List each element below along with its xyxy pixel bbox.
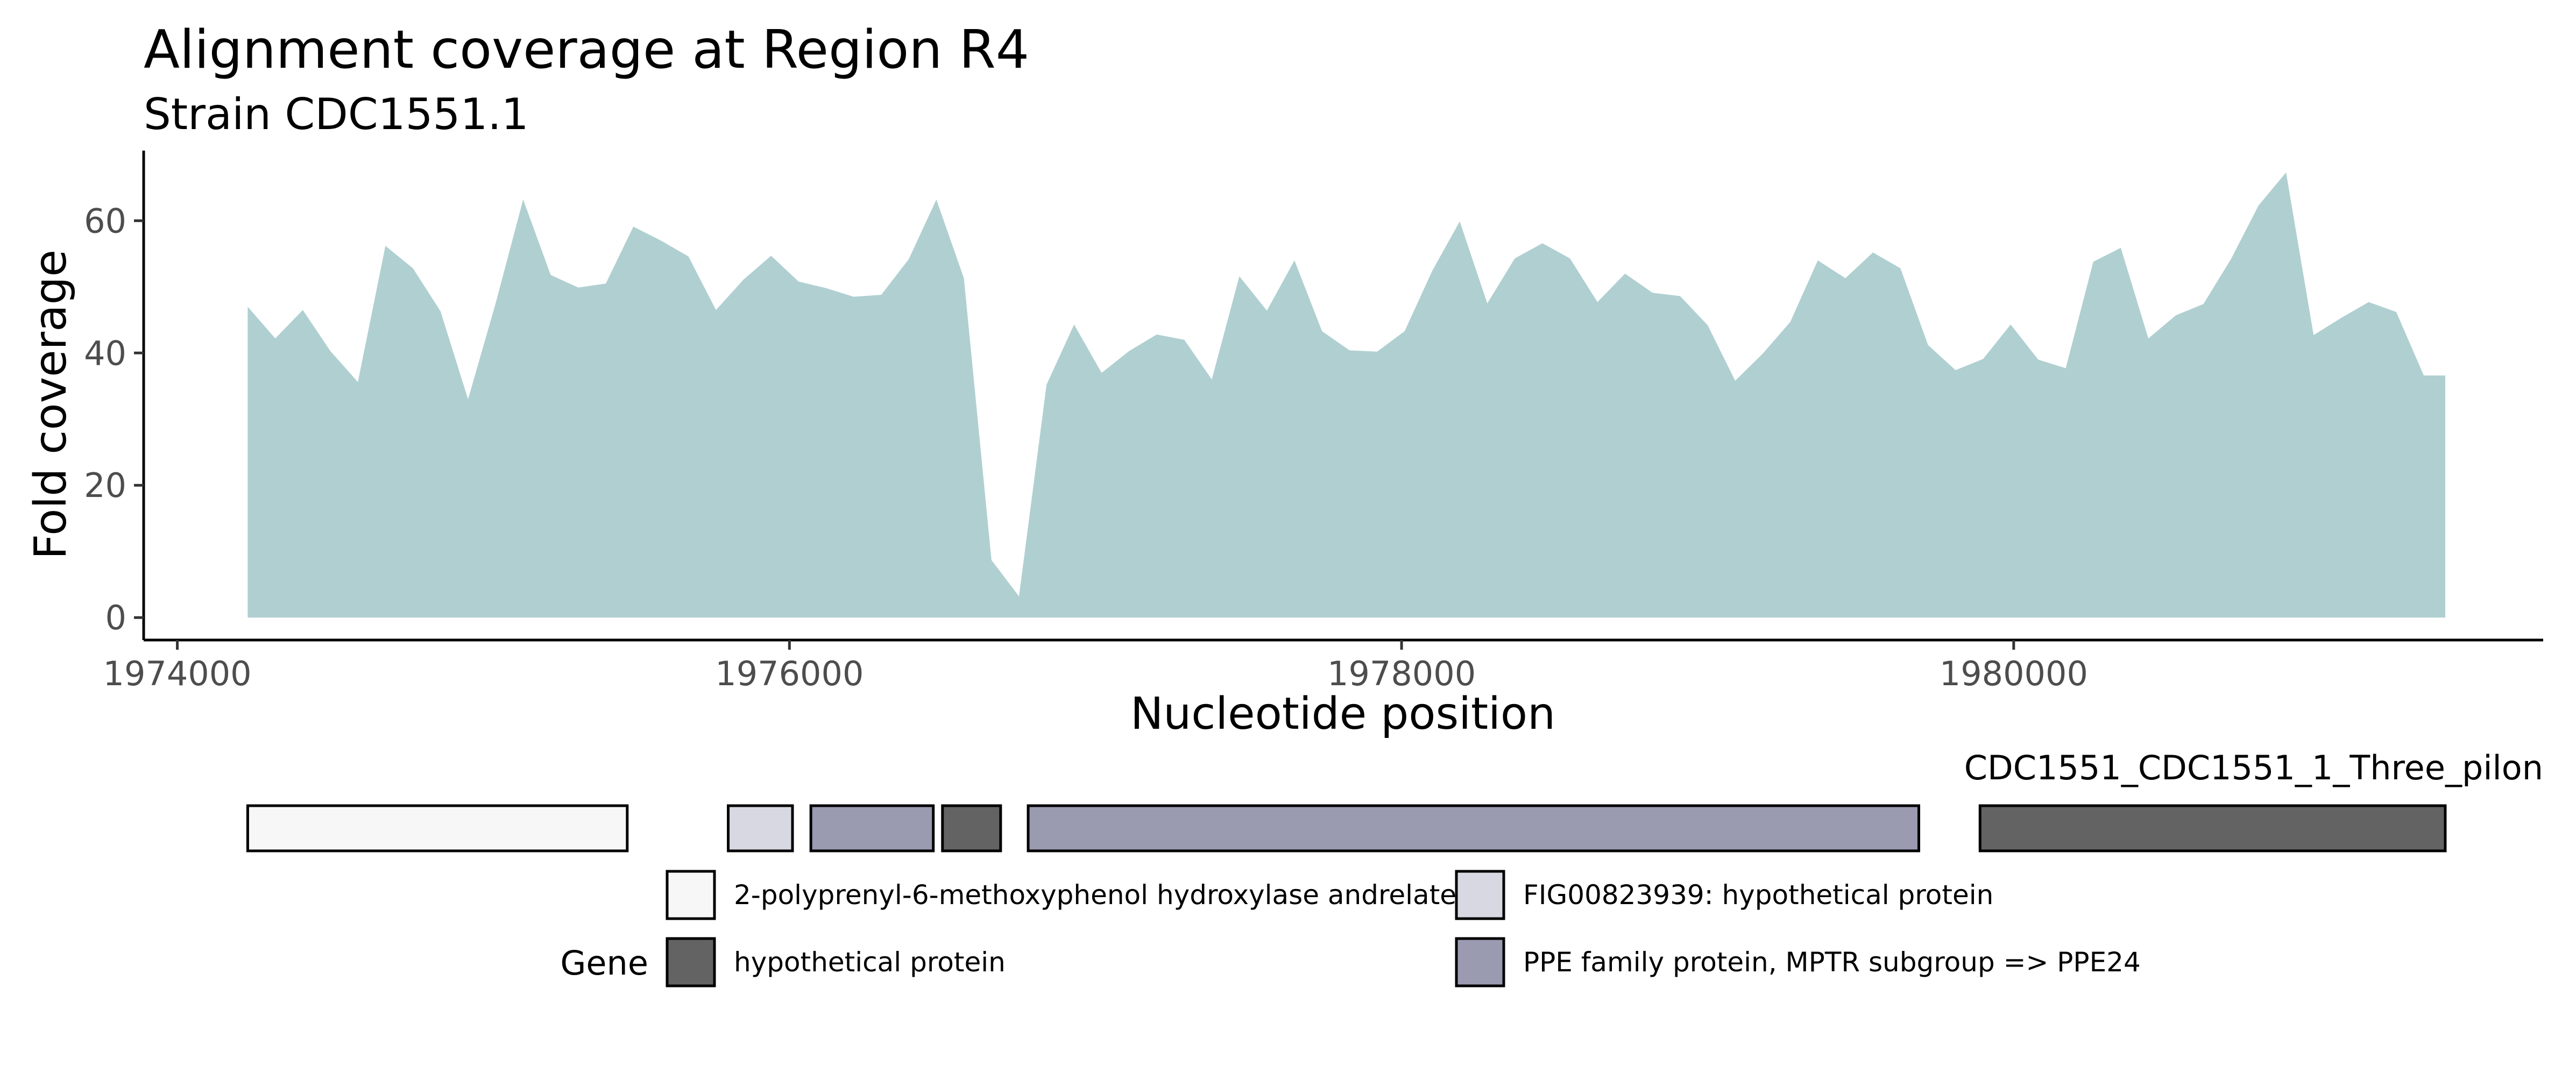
legend-label: 2-polyprenyl-6-methoxyphenol hydroxylase… — [734, 879, 1456, 911]
x-tick-label: 1974000 — [103, 654, 252, 693]
gene-block — [941, 804, 1002, 852]
gene-block — [1978, 804, 2447, 852]
legend-swatch — [666, 937, 716, 987]
y-tick-label: 40 — [84, 333, 126, 373]
legend-label: hypothetical protein — [734, 947, 1006, 978]
gene-track — [246, 804, 2447, 852]
y-tick-label: 60 — [84, 201, 126, 240]
coverage-area — [247, 172, 2446, 618]
legend-swatch — [666, 870, 716, 920]
legend-swatch — [1455, 870, 1505, 920]
x-axis-title: Nucleotide position — [1130, 688, 1555, 740]
gene-block — [727, 804, 794, 852]
x-tick-label: 1978000 — [1327, 654, 1476, 693]
y-tick-label: 0 — [105, 598, 126, 637]
legend-swatch — [1455, 937, 1505, 987]
gene-block — [809, 804, 935, 852]
plot-area: 0 20 40 60 1974000 1976000 1978000 1980000 — [84, 151, 2543, 693]
x-axis: 1974000 1976000 1978000 1980000 — [103, 638, 2543, 693]
x-tick-label: 1976000 — [715, 654, 864, 693]
y-axis-title: Fold coverage — [25, 250, 76, 559]
y-tick-label: 20 — [84, 466, 126, 505]
legend-title: Gene — [560, 943, 648, 983]
gene-track-label: CDC1551_CDC1551_1_Three_pilon — [1964, 748, 2543, 787]
gene-block — [1027, 804, 1920, 852]
legend: 2-polyprenyl-6-methoxyphenol hydroxylase… — [666, 870, 2141, 987]
x-tick-label: 1980000 — [1940, 654, 2088, 693]
y-axis: 0 20 40 60 — [84, 151, 145, 640]
gene-block — [246, 804, 629, 852]
legend-label: FIG00823939: hypothetical protein — [1523, 879, 1993, 911]
chart-subtitle: Strain CDC1551.1 — [144, 89, 529, 139]
legend-label: PPE family protein, MPTR subgroup => PPE… — [1523, 947, 2141, 978]
chart-title: Alignment coverage at Region R4 — [144, 19, 1029, 81]
